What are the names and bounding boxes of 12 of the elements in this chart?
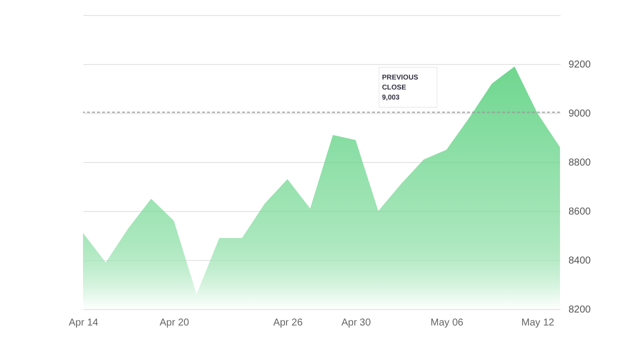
- y-tick-label: 8600: [568, 206, 592, 218]
- y-tick-label: 8400: [568, 256, 592, 266]
- x-tick-label: Apr 14: [68, 318, 99, 328]
- y-tick-label: 9200: [568, 60, 592, 70]
- y-tick-label: 8200: [568, 304, 592, 316]
- y-tick-label: 8800: [568, 158, 592, 168]
- y-tick-label: 9000: [568, 108, 592, 120]
- x-tick-label: May 12: [521, 318, 555, 328]
- x-tick-label: Apr 30: [341, 318, 372, 328]
- x-tick-label: Apr 20: [160, 318, 190, 328]
- x-tick-label: Apr 26: [273, 318, 304, 328]
- x-tick-label: May 06: [430, 318, 464, 328]
